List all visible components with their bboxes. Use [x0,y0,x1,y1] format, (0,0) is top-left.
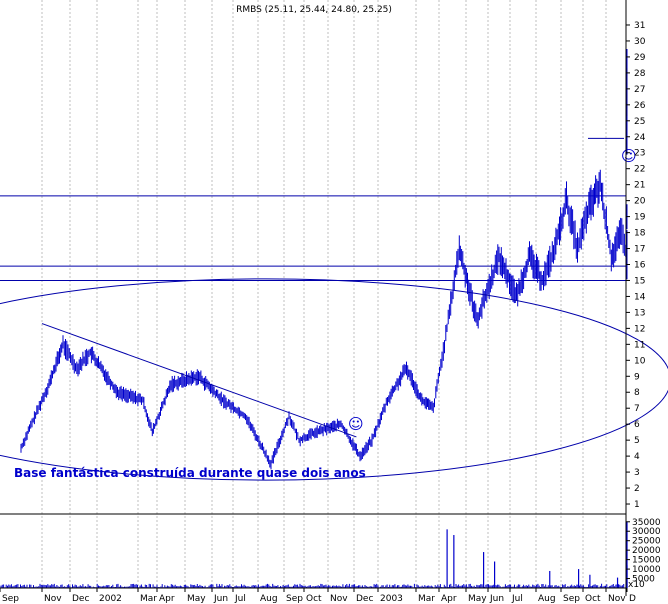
price-tick-label: 23 [634,149,645,159]
x-tick-label: Apr [441,594,457,604]
price-tick-label: 8 [634,388,640,398]
price-tick-label: 20 [634,197,646,207]
x-tick-label: Nov [608,594,626,604]
x-tick-label: Sep [286,594,303,604]
x-tick-label: Jun [213,594,228,604]
base-ellipse [0,278,668,481]
price-tick-label: 24 [634,133,646,143]
x-tick-label: 2002 [99,594,122,604]
price-tick-label: 16 [634,261,646,271]
volume-tick-label: 15000 [632,556,661,566]
x-tick-label: Dec [72,594,89,604]
chart-title: RMBS (25.11, 25.44, 24.80, 25.25) [236,5,392,15]
x-tick-label: May [468,594,487,604]
price-tick-label: 27 [634,85,645,95]
x-tick-label: Jul [511,594,523,604]
smiley-annotation: ☺ [621,147,637,165]
price-tick-label: 14 [634,292,646,302]
x-tick-label: Mar [140,594,157,604]
drawn-overlays: ☺☺ [0,68,668,481]
price-tick-label: 22 [634,165,645,175]
price-tick-label: 28 [634,69,646,79]
x-tick-label: Sep [563,594,580,604]
volume-tick-label: 10000 [632,565,661,575]
annotation-base-text: Base fantástica construída durante quase… [14,466,366,480]
trendline [41,323,357,438]
x-tick-label: Sep [2,594,19,604]
price-tick-label: 9 [634,372,640,382]
x-tick-label: May [187,594,206,604]
price-tick-label: 19 [634,213,646,223]
x-tick-label: Nov [44,594,62,604]
x-tick-label: Oct [585,594,601,604]
price-tick-label: 12 [634,324,645,334]
smiley-annotation: ☺ [348,415,364,433]
price-tick-label: 11 [634,340,645,350]
x-tick-label: Mar [418,594,435,604]
x-tick-label: Aug [260,594,278,604]
price-tick-label: 29 [634,53,646,63]
price-tick-label: 13 [634,308,645,318]
x-tick-label: Jun [489,594,504,604]
volume-tick-label: 5000 [632,575,655,585]
price-tick-label: 25 [634,117,645,127]
price-tick-label: 15 [634,276,645,286]
x-tick-label: D [629,594,636,604]
price-bars [20,49,628,470]
x-tick-label: Aug [538,594,556,604]
volume-tick-label: 25000 [632,537,661,547]
price-tick-label: 7 [634,404,640,414]
price-tick-label: 6 [634,420,640,430]
price-tick-label: 4 [634,452,640,462]
price-tick-label: 5 [634,436,640,446]
volume-tick-label: 20000 [632,546,661,556]
price-tick-label: 3 [634,468,640,478]
volume-tick-label: 35000 [632,518,661,528]
x-tick-label: Jul [234,594,246,604]
price-tick-label: 17 [634,245,645,255]
price-tick-label: 31 [634,21,645,31]
x-tick-label: Apr [159,594,175,604]
price-tick-label: 30 [634,37,646,47]
price-tick-label: 10 [634,356,646,366]
volume-tick-label: 30000 [632,527,661,537]
price-tick-label: 2 [634,484,640,494]
x-tick-label: Oct [306,594,322,604]
x-tick-label: Dec [356,594,373,604]
x-tick-label: Nov [330,594,348,604]
volume-bars [0,521,628,588]
price-tick-label: 18 [634,229,646,239]
volume-unit-label: x10 [628,580,645,590]
x-tick-label: 2003 [380,594,403,604]
price-tick-label: 1 [634,500,640,510]
price-tick-label: 21 [634,181,645,191]
price-series [20,49,628,470]
price-tick-label: 26 [634,101,646,111]
